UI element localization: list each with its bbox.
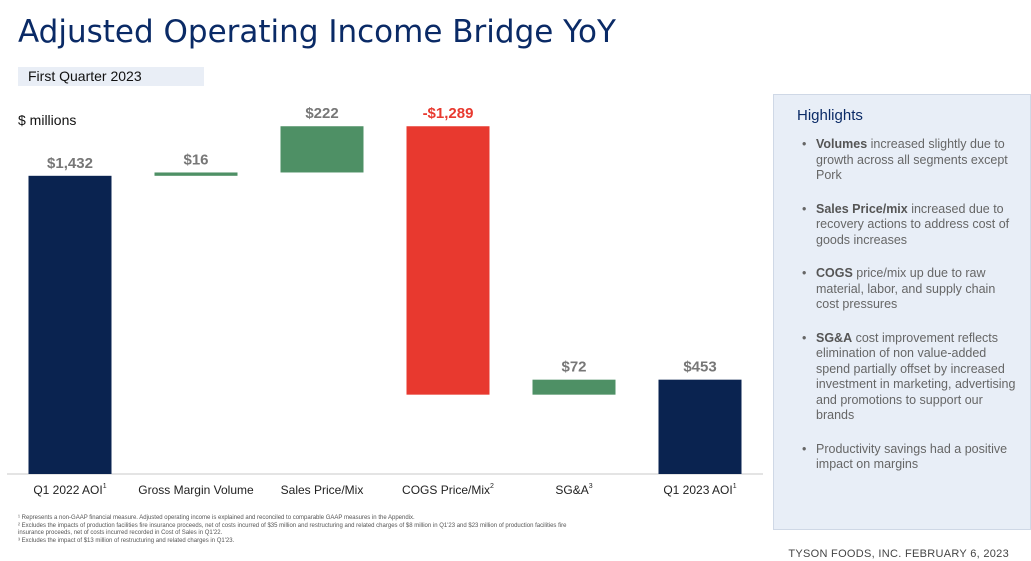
bar <box>406 126 490 395</box>
footnote-marker: 1 <box>103 483 107 490</box>
highlight-item-bold: COGS <box>816 266 853 280</box>
highlight-item: COGS price/mix up due to raw material, l… <box>802 266 1020 313</box>
footnote-2-continued: insurance proceeds, net of costs incurre… <box>18 530 223 536</box>
highlight-item: Productivity savings had a positive impa… <box>802 442 1020 473</box>
bar <box>658 379 742 474</box>
footnote-marker: 3 <box>589 483 593 490</box>
x-tick-label: COGS Price/Mix2 <box>402 483 494 497</box>
highlight-item: Sales Price/mix increased due to recover… <box>802 202 1020 249</box>
footnote-2: ² Excludes the impacts of production fac… <box>18 522 567 529</box>
bar <box>28 175 112 474</box>
bar <box>532 379 616 395</box>
page-title: Adjusted Operating Income Bridge YoY <box>18 14 616 50</box>
highlight-item: SG&A cost improvement reflects eliminati… <box>802 331 1020 424</box>
highlight-item-text: increased due to recovery actions to add… <box>816 201 1010 247</box>
footnote-marker: 2 <box>490 483 494 490</box>
highlight-item-text: increased slightly due to growth across … <box>816 137 1008 182</box>
footer-text: TYSON FOODS, INC. FEBRUARY 6, 2023 <box>788 548 1009 560</box>
highlights-panel: Highlights Volumes increased slightly du… <box>773 94 1031 530</box>
page-subtitle: First Quarter 2023 <box>18 67 204 86</box>
bar <box>280 126 364 173</box>
data-label: $222 <box>305 105 338 122</box>
footnote-1: ¹ Represents a non-GAAP financial measur… <box>18 515 415 521</box>
footnote-3: ³ Excludes the impact of $13 million of … <box>18 537 235 544</box>
data-label: $453 <box>683 359 716 376</box>
highlight-item-bold: Sales Price/mix <box>816 201 908 216</box>
x-tick-label: Q1 2023 AOI1 <box>663 483 736 497</box>
x-tick-label: Sales Price/Mix <box>281 483 364 497</box>
bar <box>154 172 238 176</box>
x-tick-label: Gross Margin Volume <box>138 483 254 497</box>
data-label: $16 <box>183 151 208 168</box>
highlights-title: Highlights <box>797 107 863 124</box>
data-label: $1,432 <box>47 155 93 172</box>
highlight-item-text: price/mix up due to raw material, labor,… <box>816 266 996 311</box>
highlight-item: Volumes increased slightly due to growth… <box>802 137 1020 184</box>
data-label: -$1,289 <box>423 105 474 122</box>
waterfall-chart: $1,432 Q1 2022 AOI1 $16 Gross Margin Volume… <box>7 105 763 497</box>
footnotes: ¹ Represents a non-GAAP financial measur… <box>18 515 758 545</box>
highlight-item-text: cost improvement reflects elimination of… <box>816 330 1016 423</box>
highlights-list: Volumes increased slightly due to growth… <box>802 137 1020 491</box>
data-label: $72 <box>561 359 586 376</box>
highlight-item-bold: SG&A <box>816 330 853 345</box>
x-tick-label: Q1 2022 AOI1 <box>33 483 106 497</box>
x-tick-label: SG&A3 <box>555 483 592 497</box>
highlight-item-bold: Volumes <box>816 137 868 151</box>
highlight-item-text: Productivity savings had a positive impa… <box>816 441 1008 472</box>
footnote-marker: 1 <box>733 483 737 490</box>
units-label: $ millions <box>18 112 77 128</box>
